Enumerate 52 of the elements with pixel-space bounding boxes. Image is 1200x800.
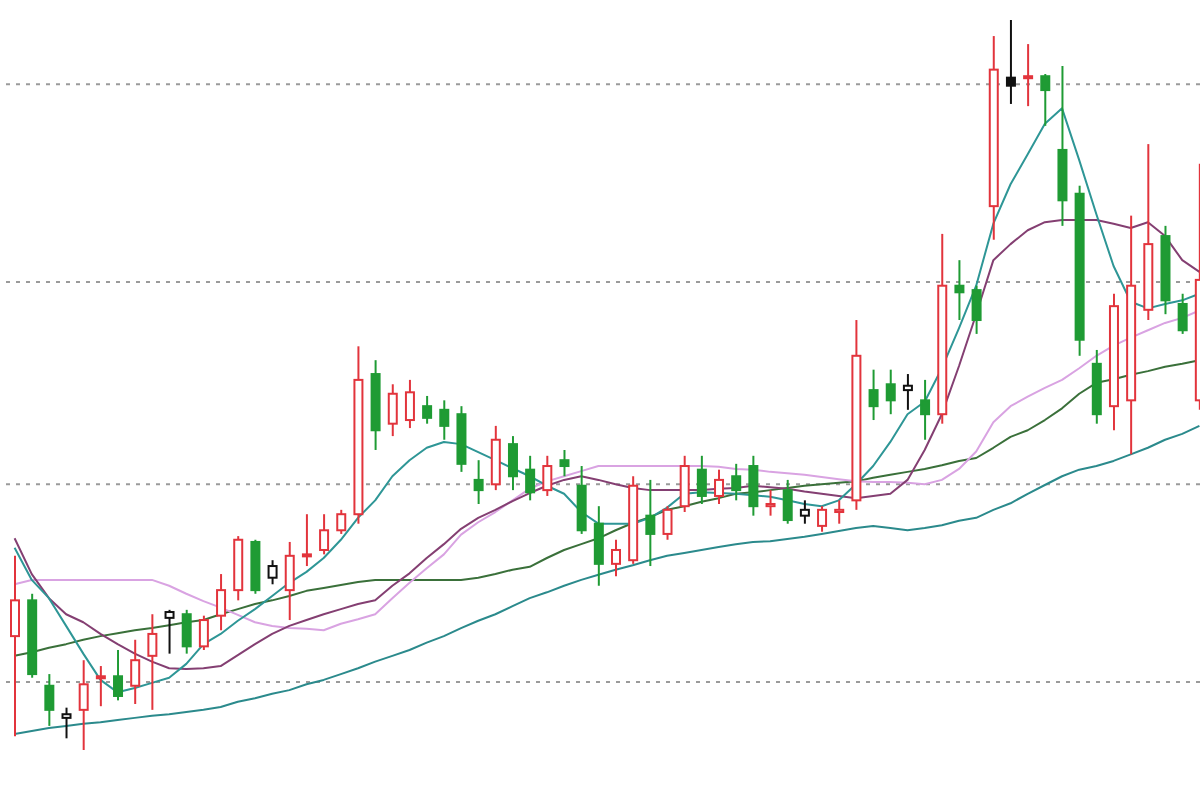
candlestick: [525, 454, 536, 502]
candlestick: [10, 554, 20, 738]
candlestick: [765, 489, 776, 517]
candlestick: [1023, 43, 1034, 108]
candlestick: [679, 454, 690, 514]
candlestick: [1040, 73, 1051, 127]
candlestick: [147, 613, 158, 711]
candlestick: [181, 608, 192, 655]
candlestick: [507, 435, 518, 492]
candlestick: [61, 706, 72, 740]
candlestick: [817, 505, 828, 533]
candlestick: [130, 638, 141, 706]
candlestick: [164, 608, 175, 655]
candlestick: [559, 448, 570, 478]
candlestick: [1005, 20, 1016, 105]
candlestick: [336, 508, 347, 535]
candlestick: [387, 383, 398, 438]
candlestick: [44, 673, 55, 727]
candlestick: [284, 540, 295, 622]
candlestick: [113, 648, 124, 702]
candlestick: [490, 424, 501, 492]
candlestick: [95, 665, 106, 708]
candlestick: [834, 499, 845, 525]
candlestick: [885, 368, 896, 416]
candlestick: [404, 378, 415, 430]
candlestick: [868, 368, 879, 422]
candlestick: [662, 505, 673, 541]
candlestick: [78, 659, 89, 750]
candlestick: [216, 573, 227, 632]
candlestick: [748, 454, 759, 517]
candlestick: [645, 478, 656, 568]
candlestick: [782, 478, 793, 525]
candlestick: [1177, 292, 1188, 335]
candlestick: [799, 499, 810, 525]
candlestick: [971, 284, 982, 335]
candlestick: [611, 538, 621, 578]
candlestick: [576, 465, 587, 535]
candlestick: [731, 462, 742, 502]
candlestick: [422, 394, 433, 425]
candlestick: [714, 468, 725, 505]
candlestick: [593, 505, 604, 587]
candlestick: [301, 513, 312, 568]
candlestick: [902, 373, 913, 411]
candlestick: [319, 513, 330, 556]
candlestick: [954, 259, 965, 322]
candlestick: [439, 399, 450, 441]
candlestick: [198, 614, 209, 651]
candlestick: [542, 454, 553, 497]
candlestick: [267, 559, 278, 586]
candlestick: [696, 454, 707, 505]
candlestick: [473, 459, 484, 505]
candlestick: [920, 378, 931, 441]
